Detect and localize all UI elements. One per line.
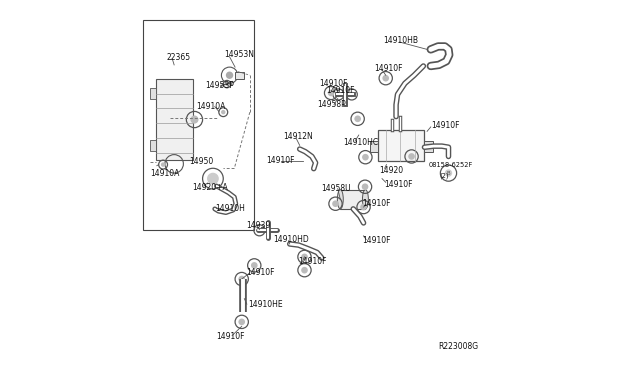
Circle shape [226, 71, 233, 79]
FancyBboxPatch shape [378, 129, 424, 161]
Text: 14910F: 14910F [362, 199, 391, 208]
Circle shape [301, 254, 308, 260]
Ellipse shape [362, 190, 369, 209]
Text: 14912N: 14912N [283, 132, 313, 141]
Ellipse shape [337, 190, 343, 209]
FancyBboxPatch shape [424, 141, 433, 152]
Text: 14910HB: 14910HB [383, 36, 418, 45]
Circle shape [251, 262, 258, 269]
Text: 08158-6252F: 08158-6252F [428, 161, 472, 167]
Text: 14920: 14920 [379, 166, 403, 174]
Text: 14953P: 14953P [205, 81, 234, 90]
FancyBboxPatch shape [340, 190, 365, 209]
Text: (2): (2) [439, 172, 449, 179]
Circle shape [408, 153, 415, 160]
Circle shape [225, 82, 229, 86]
Text: 14910HC: 14910HC [343, 138, 378, 147]
Text: 14910F: 14910F [246, 268, 275, 277]
Text: 14910HD: 14910HD [273, 235, 308, 244]
Text: 14958U: 14958U [321, 184, 350, 193]
Text: 14910A: 14910A [196, 102, 226, 111]
Circle shape [332, 201, 339, 207]
Circle shape [445, 169, 452, 177]
Text: 14910H: 14910H [215, 204, 244, 214]
Circle shape [336, 92, 341, 97]
Text: 14910F: 14910F [431, 121, 460, 129]
Text: 14910A: 14910A [150, 169, 180, 177]
Circle shape [207, 173, 219, 185]
Text: 14910HE: 14910HE [248, 300, 283, 309]
Circle shape [221, 110, 225, 114]
Circle shape [355, 115, 361, 122]
Circle shape [239, 276, 245, 282]
Text: B: B [447, 171, 451, 176]
Text: 14950: 14950 [189, 157, 213, 166]
FancyBboxPatch shape [235, 71, 244, 79]
Text: 14920+A: 14920+A [193, 183, 228, 192]
Text: 14939: 14939 [246, 221, 271, 230]
FancyBboxPatch shape [150, 88, 156, 99]
Circle shape [362, 154, 369, 161]
Text: 14910F: 14910F [374, 64, 403, 73]
Circle shape [257, 228, 262, 233]
Circle shape [161, 162, 165, 167]
Text: 14958P: 14958P [317, 100, 346, 109]
Text: 14910F: 14910F [266, 156, 295, 166]
Text: 14953N: 14953N [224, 51, 254, 60]
Circle shape [239, 318, 245, 325]
Circle shape [360, 204, 367, 211]
Circle shape [301, 267, 308, 273]
FancyBboxPatch shape [150, 140, 156, 151]
Text: R223008G: R223008G [438, 342, 478, 351]
Text: 14910F: 14910F [319, 79, 348, 88]
Circle shape [191, 115, 198, 124]
Circle shape [349, 92, 355, 97]
Text: 14910F: 14910F [362, 236, 391, 245]
Text: 14910F: 14910F [298, 257, 326, 266]
FancyBboxPatch shape [156, 79, 193, 160]
FancyBboxPatch shape [143, 20, 253, 230]
Circle shape [328, 90, 334, 96]
Circle shape [362, 183, 369, 190]
Text: 14910F: 14910F [326, 86, 355, 94]
Circle shape [382, 75, 389, 81]
Text: 14910F: 14910F [216, 332, 245, 341]
FancyBboxPatch shape [370, 141, 378, 152]
Text: 14910F: 14910F [385, 180, 413, 189]
Text: 22365: 22365 [167, 53, 191, 62]
